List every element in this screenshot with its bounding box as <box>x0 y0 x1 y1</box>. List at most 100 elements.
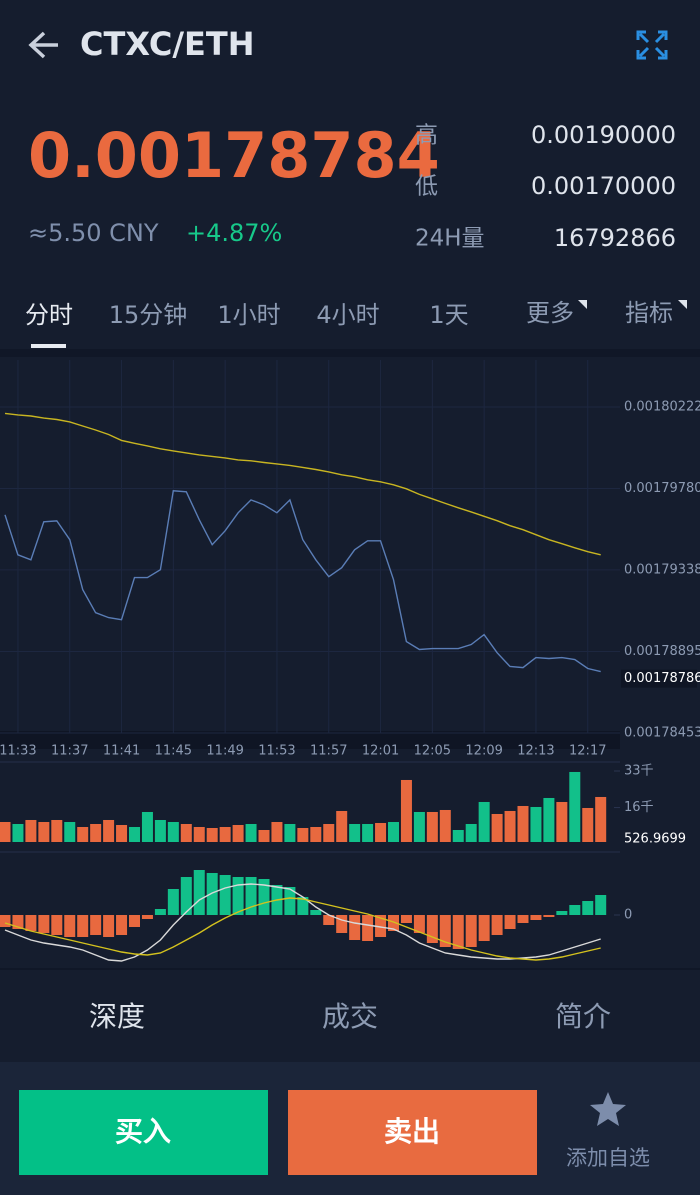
tab[interactable]: 1小时 <box>217 301 280 329</box>
macd-bar <box>284 887 296 915</box>
volume-bar <box>310 826 322 842</box>
volume-bar <box>478 801 490 842</box>
tab[interactable]: 分时 <box>25 301 73 329</box>
back-button[interactable] <box>28 31 58 59</box>
volume-bar <box>297 827 309 842</box>
tab[interactable]: 更多 <box>526 299 574 327</box>
sell-button[interactable] <box>288 1090 537 1175</box>
macd-bar <box>478 915 490 941</box>
volume-bar <box>116 824 128 842</box>
y-tick-label: 16千 <box>624 800 654 815</box>
x-tick-label: 11:41 <box>103 744 140 759</box>
macd-bar <box>530 915 542 920</box>
volume-bar <box>491 813 503 842</box>
chart-area <box>0 357 700 967</box>
macd-bar <box>219 875 231 915</box>
macd-bar <box>103 915 115 937</box>
macd-bar <box>154 909 166 915</box>
macd-bar <box>465 915 477 947</box>
buy-label: 买入 <box>115 1115 171 1148</box>
volume-bar <box>154 819 166 842</box>
cny-price: ≈5.50 CNY <box>28 219 159 247</box>
volume-bar <box>271 821 283 842</box>
x-tick-label: 12:17 <box>569 744 606 759</box>
tab[interactable]: 1天 <box>429 301 468 329</box>
macd-bar <box>349 915 361 940</box>
volume-bar <box>504 810 516 842</box>
macd-bar <box>90 915 102 935</box>
y-tick-label: 0 <box>624 908 632 923</box>
volume-bar <box>530 806 542 842</box>
macd-bar <box>232 877 244 915</box>
volume-bar <box>284 823 296 842</box>
x-tick-label: 11:37 <box>51 744 88 759</box>
volume-bar <box>595 796 607 842</box>
watch-label[interactable]: 添加自选 <box>566 1146 650 1170</box>
volume-bar <box>25 819 37 842</box>
stat-label: 高 <box>415 123 438 149</box>
macd-bar <box>129 915 140 927</box>
y-tick-label: 0.00179338 <box>624 562 700 577</box>
volume-bar <box>141 811 153 842</box>
volume-bar <box>426 811 438 842</box>
x-tick-label: 11:53 <box>258 744 295 759</box>
stat-value: 16792866 <box>554 224 676 252</box>
stat-label: 24H量 <box>415 226 485 252</box>
bottom-tab[interactable]: 深度 <box>89 1000 145 1033</box>
macd-bar <box>543 915 555 917</box>
macd-bar <box>258 879 270 915</box>
x-tick-label: 11:33 <box>0 744 37 759</box>
x-tick-label: 11:45 <box>155 744 192 759</box>
volume-bar <box>77 826 89 842</box>
sell-label: 卖出 <box>384 1115 440 1148</box>
x-tick-label: 12:05 <box>414 744 451 759</box>
volume-bar <box>569 771 581 842</box>
divider <box>0 349 700 357</box>
macd-bar <box>51 915 63 935</box>
volume-bar <box>543 797 555 842</box>
bottom-tab[interactable]: 成交 <box>322 1000 378 1033</box>
volume-bar <box>362 823 374 842</box>
last-price-label: 0.00178786 <box>624 671 700 686</box>
macd-bar <box>193 870 205 915</box>
macd-bar <box>556 911 568 915</box>
macd-bar <box>64 915 76 937</box>
macd-bar <box>569 905 581 915</box>
volume-bar <box>232 824 244 842</box>
macd-bar <box>25 915 37 931</box>
macd-bar <box>167 889 179 915</box>
bottom-tab[interactable]: 简介 <box>555 1000 611 1033</box>
volume-bar <box>193 826 205 842</box>
volume-bar <box>439 809 451 842</box>
last-price: 0.00178784 <box>28 119 440 192</box>
macd-bar <box>141 915 153 919</box>
series-line <box>4 490 601 673</box>
volume-bar <box>349 823 361 842</box>
tab[interactable]: 4小时 <box>316 301 379 329</box>
macd-bar <box>400 915 412 923</box>
macd-bar <box>362 915 374 941</box>
macd-bar <box>116 915 128 935</box>
volume-bar <box>129 826 140 842</box>
macd-bar <box>336 915 348 933</box>
macd-bar <box>0 915 11 927</box>
volume-bar <box>452 829 464 842</box>
watch-icon[interactable] <box>590 1092 626 1126</box>
macd-bar <box>310 910 322 915</box>
tab[interactable]: 15分钟 <box>109 301 188 329</box>
fullscreen-button[interactable] <box>636 30 668 60</box>
volume-bar <box>103 819 115 842</box>
volume-bar <box>465 823 477 842</box>
volume-bar <box>219 826 231 842</box>
macd-bar <box>413 915 425 933</box>
macd-bar <box>180 877 192 915</box>
macd-bar <box>491 915 503 935</box>
volume-bar <box>245 823 257 842</box>
current-volume: 526.9699 <box>624 832 686 847</box>
buy-button[interactable] <box>19 1090 268 1175</box>
macd-bar <box>323 915 335 925</box>
tab[interactable]: 指标 <box>625 299 673 327</box>
stat-value: 0.00170000 <box>531 172 676 200</box>
stat-value: 0.00190000 <box>531 121 676 149</box>
